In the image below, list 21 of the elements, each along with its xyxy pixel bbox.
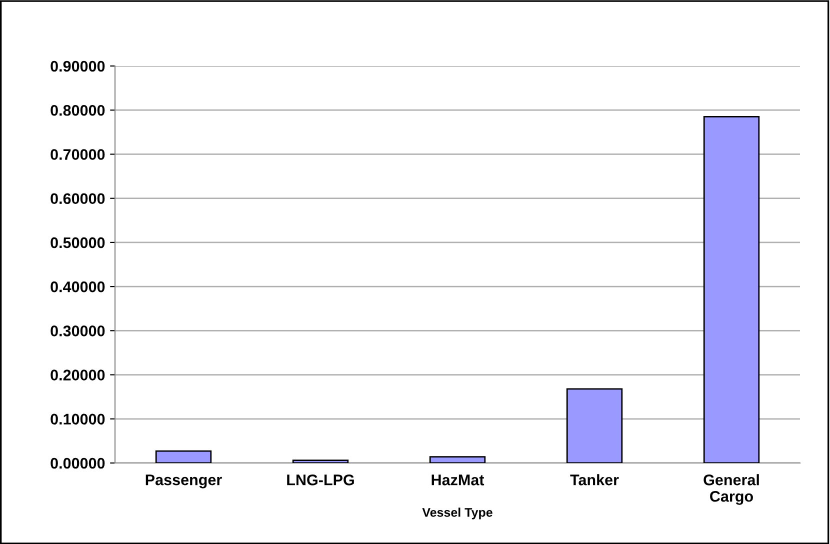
y-tick-label: 0.80000 [50, 104, 105, 116]
x-tick-label: HazMat [432, 474, 484, 486]
x-tick-label: General Cargo [704, 474, 759, 505]
bar [292, 460, 349, 463]
y-tick-label: 0.00000 [50, 458, 105, 469]
x-tick-label: Passenger [146, 474, 222, 488]
y-tick-label: 0.60000 [50, 193, 105, 204]
x-axis-title: Vessel Type [422, 508, 492, 520]
y-tick-label: 0.40000 [50, 281, 105, 292]
bar [703, 116, 760, 463]
x-tick-label: Tanker [570, 474, 619, 486]
y-tick-label: 0.90000 [50, 60, 105, 72]
x-tick-label: LNG-LPG [287, 474, 354, 486]
bar [566, 388, 623, 463]
y-tick-label: 0.30000 [50, 326, 105, 336]
y-tick-label: 0.70000 [50, 149, 105, 160]
bar [155, 450, 212, 463]
y-tick-label: 0.50000 [50, 237, 105, 248]
y-tick-label: 0.10000 [50, 414, 105, 425]
bar [429, 456, 486, 463]
y-tick-label: 0.20000 [50, 370, 105, 380]
